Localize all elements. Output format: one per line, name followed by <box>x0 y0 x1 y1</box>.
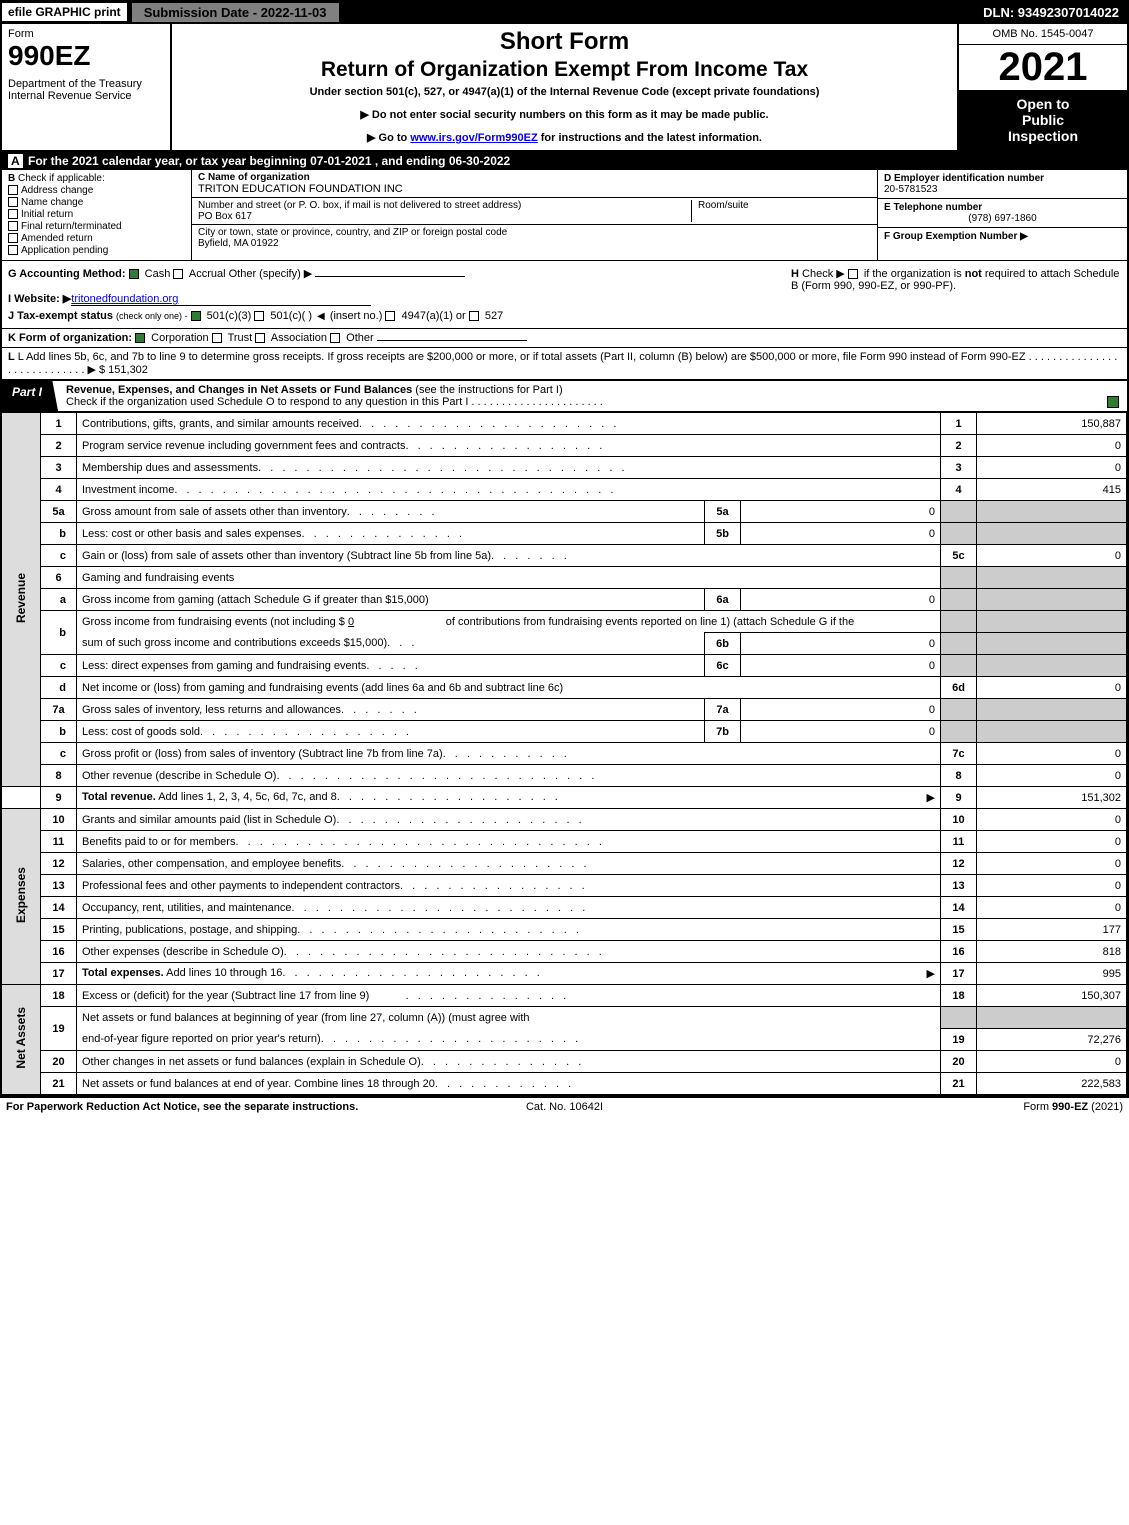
checkbox-address-change[interactable] <box>8 185 18 195</box>
group-exemption: F Group Exemption Number ▶ <box>884 231 1121 242</box>
efile-label: efile GRAPHIC print <box>2 3 127 21</box>
line-19-value: 72,276 <box>977 1029 1127 1051</box>
part-1-header: Part I Revenue, Expenses, and Changes in… <box>2 379 1127 412</box>
short-form-title: Short Form <box>182 28 947 56</box>
form-header: Form 990EZ Department of the TreasuryInt… <box>2 24 1127 152</box>
irs-link[interactable]: www.irs.gov/Form990EZ <box>410 132 537 144</box>
part-1-table: Revenue 1 Contributions, gifts, grants, … <box>2 412 1127 1095</box>
org-address: PO Box 617 <box>198 211 691 222</box>
section-b: B Check if applicable: Address change Na… <box>2 170 192 260</box>
checkbox-association[interactable] <box>255 333 265 343</box>
line-10-value: 0 <box>977 809 1127 831</box>
submission-date: Submission Date - 2022-11-03 <box>131 2 340 23</box>
return-title: Return of Organization Exempt From Incom… <box>182 58 947 82</box>
checkbox-corporation[interactable] <box>135 333 145 343</box>
line-7c-value: 0 <box>977 743 1127 765</box>
instruction-1: ▶ Do not enter social security numbers o… <box>182 108 947 121</box>
line-1-value: 150,887 <box>977 413 1127 435</box>
form-label: Form <box>8 28 164 40</box>
org-name: TRITON EDUCATION FOUNDATION INC <box>198 183 871 195</box>
checkbox-name-change[interactable] <box>8 197 18 207</box>
checkbox-final-return[interactable] <box>8 221 18 231</box>
line-3-value: 0 <box>977 457 1127 479</box>
line-5c-value: 0 <box>977 545 1127 567</box>
checkbox-501c[interactable] <box>254 311 264 321</box>
website-link[interactable]: tritonedfoundation.org <box>71 293 371 306</box>
section-c: C Name of organization TRITON EDUCATION … <box>192 170 877 260</box>
instruction-2: ▶ Go to www.irs.gov/Form990EZ for instru… <box>182 131 947 144</box>
line-11-value: 0 <box>977 831 1127 853</box>
checkbox-initial-return[interactable] <box>8 209 18 219</box>
checkbox-other-org[interactable] <box>330 333 340 343</box>
room-suite: Room/suite <box>691 200 871 222</box>
line-17-value: 995 <box>977 963 1127 985</box>
ein: 20-5781523 <box>884 184 1121 195</box>
revenue-tab: Revenue <box>2 413 41 787</box>
department-text: Department of the TreasuryInternal Reven… <box>8 78 164 102</box>
line-6b-value: 0 <box>741 633 941 655</box>
open-to-public: Open toPublicInspection <box>959 90 1127 150</box>
line-18-value: 150,307 <box>977 985 1127 1007</box>
row-l: L L Add lines 5b, 6c, and 7b to line 9 t… <box>2 348 1127 379</box>
checkbox-schedule-b[interactable] <box>848 269 858 279</box>
page-footer: For Paperwork Reduction Act Notice, see … <box>0 1097 1129 1116</box>
org-city: Byfield, MA 01922 <box>198 238 871 249</box>
line-8-value: 0 <box>977 765 1127 787</box>
row-g-h-i-j: G Accounting Method: Cash Accrual Other … <box>2 261 1127 328</box>
line-5b-value: 0 <box>741 523 941 545</box>
line-14-value: 0 <box>977 897 1127 919</box>
line-9-value: 151,302 <box>977 787 1127 809</box>
checkbox-4947[interactable] <box>385 311 395 321</box>
checkbox-schedule-o[interactable] <box>1107 396 1119 408</box>
line-21-value: 222,583 <box>977 1073 1127 1095</box>
line-13-value: 0 <box>977 875 1127 897</box>
line-12-value: 0 <box>977 853 1127 875</box>
line-6a-value: 0 <box>741 589 941 611</box>
checkbox-cash[interactable] <box>129 269 139 279</box>
line-5a-value: 0 <box>741 501 941 523</box>
line-7a-value: 0 <box>741 699 941 721</box>
line-16-value: 818 <box>977 941 1127 963</box>
line-20-value: 0 <box>977 1051 1127 1073</box>
line-6d-value: 0 <box>977 677 1127 699</box>
tax-year: 2021 <box>959 45 1127 90</box>
line-15-value: 177 <box>977 919 1127 941</box>
form-number: 990EZ <box>8 40 164 72</box>
checkbox-trust[interactable] <box>212 333 222 343</box>
checkbox-application-pending[interactable] <box>8 245 18 255</box>
line-2-value: 0 <box>977 435 1127 457</box>
top-bar: efile GRAPHIC print Submission Date - 20… <box>0 0 1129 24</box>
line-7b-value: 0 <box>741 721 941 743</box>
expenses-tab: Expenses <box>2 809 41 985</box>
net-assets-tab: Net Assets <box>2 985 41 1095</box>
line-4-value: 415 <box>977 479 1127 501</box>
checkbox-527[interactable] <box>469 311 479 321</box>
line-6c-value: 0 <box>741 655 941 677</box>
omb-number: OMB No. 1545-0047 <box>959 24 1127 45</box>
checkbox-amended-return[interactable] <box>8 233 18 243</box>
checkbox-accrual[interactable] <box>173 269 183 279</box>
row-k: K Form of organization: Corporation Trus… <box>2 328 1127 348</box>
phone: (978) 697-1860 <box>884 213 1121 224</box>
under-section: Under section 501(c), 527, or 4947(a)(1)… <box>182 86 947 98</box>
section-d-e-f: D Employer identification number 20-5781… <box>877 170 1127 260</box>
line-a: A For the 2021 calendar year, or tax yea… <box>2 152 1127 170</box>
dln-number: DLN: 93492307014022 <box>975 3 1127 22</box>
checkbox-501c3[interactable] <box>191 311 201 321</box>
